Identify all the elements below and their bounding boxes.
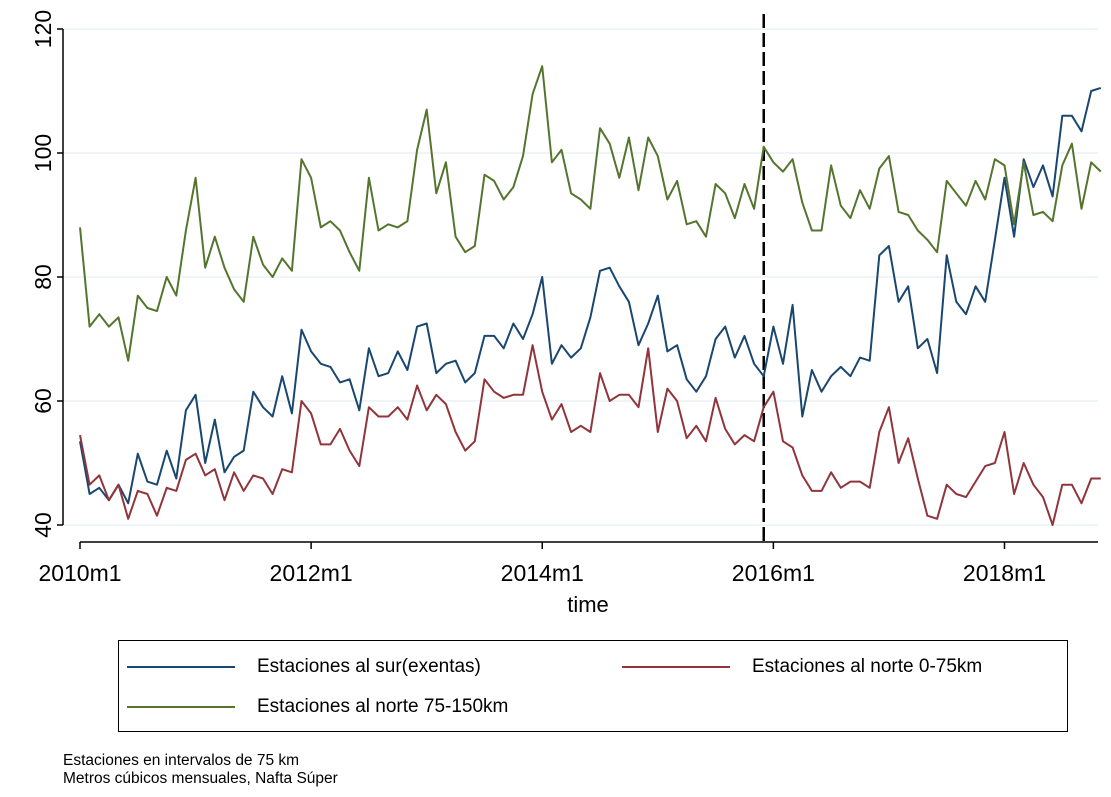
y-tick-label-80: 80 <box>30 264 56 290</box>
series-line-1 <box>79 86 1102 505</box>
x-tick-label-2014m1: 2014m1 <box>501 560 584 586</box>
x-tick-label-2012m1: 2012m1 <box>270 560 353 586</box>
legend-label-sur: Estaciones al sur(exentas) <box>257 656 481 677</box>
legend-label-norte-75-150: Estaciones al norte 75-150km <box>257 696 509 717</box>
y-tick-label-40: 40 <box>30 512 56 538</box>
y-tick-label-120: 120 <box>30 10 56 48</box>
legend-item-sur: Estaciones al sur(exentas) <box>127 652 481 682</box>
legend: Estaciones al sur(exentas) Estaciones al… <box>118 640 1068 732</box>
legend-swatch-sur <box>127 666 235 668</box>
legend-item-norte-75-150: Estaciones al norte 75-150km <box>127 692 508 722</box>
x-tick-label-2018m1: 2018m1 <box>963 560 1046 586</box>
x-axis-title: time <box>567 592 609 617</box>
x-tick-label-2010m1: 2010m1 <box>38 560 121 586</box>
legend-swatch-norte-75-150 <box>127 706 235 708</box>
series-line-3 <box>79 65 1102 362</box>
y-tick-label-100: 100 <box>30 134 56 172</box>
series-lines <box>79 65 1102 526</box>
axes <box>62 29 1098 543</box>
x-ticks: 2010m1 2012m1 2014m1 2016m1 2018m1 <box>38 542 1046 586</box>
y-ticks: 40 60 80 100 120 <box>30 10 63 538</box>
grid-lines <box>63 28 1098 526</box>
series-line-2 <box>79 344 1101 526</box>
legend-item-norte-0-75: Estaciones al norte 0-75km <box>622 652 982 682</box>
legend-label-norte-0-75: Estaciones al norte 0-75km <box>752 656 983 677</box>
note-line-1: Estaciones en intervalos de 75 km <box>63 752 300 769</box>
x-tick-label-2016m1: 2016m1 <box>732 560 815 586</box>
legend-swatch-norte-0-75 <box>622 666 730 668</box>
y-tick-label-60: 60 <box>30 388 56 414</box>
note-line-2: Metros cúbicos mensuales, Nafta Súper <box>63 770 338 787</box>
